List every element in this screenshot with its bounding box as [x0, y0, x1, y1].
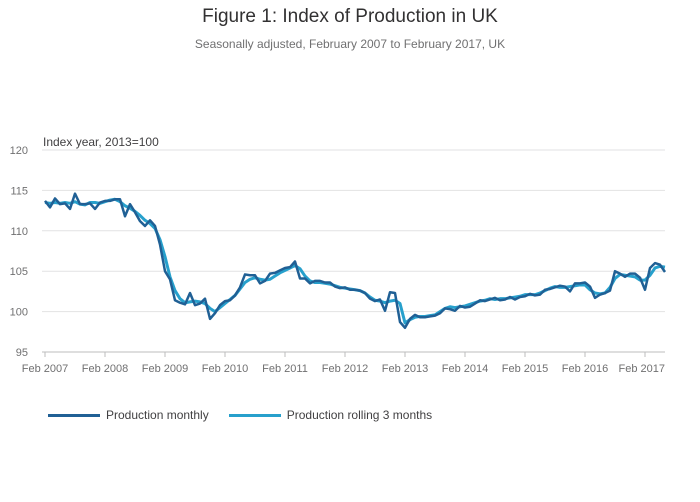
- x-tick-label: Feb 2013: [382, 363, 428, 375]
- y-tick-label: 105: [10, 266, 28, 278]
- legend-label-rolling: Production rolling 3 months: [286, 408, 433, 422]
- y-tick-label: 110: [10, 226, 28, 238]
- y-tick-label: 100: [10, 307, 28, 319]
- series-line-production-monthly[interactable]: [44, 192, 667, 330]
- legend: Production monthly Production rolling 3 …: [48, 408, 432, 422]
- chart-title: Figure 1: Index of Production in UK: [202, 6, 498, 27]
- gridlines: [42, 149, 665, 353]
- legend-item-production-rolling[interactable]: Production rolling 3 months: [228, 408, 433, 422]
- chart-subtitle: Seasonally adjusted, February 2007 to Fe…: [194, 37, 506, 51]
- y-axis-label: Index year, 2013=100: [43, 135, 159, 149]
- x-tick-label: Feb 2017: [619, 363, 665, 375]
- y-tick-label: 95: [16, 347, 28, 359]
- x-tick-label: Feb 2012: [322, 363, 368, 375]
- x-tick-label: Feb 2015: [502, 363, 548, 375]
- x-tick-labels: Feb 2007 Feb 2008 Feb 2009 Feb 2010 Feb 2011…: [22, 352, 665, 375]
- x-tick-label: Feb 2007: [22, 363, 68, 375]
- x-tick-label: Feb 2014: [442, 363, 488, 375]
- legend-swatch-monthly: [48, 413, 100, 417]
- x-tick-label: Feb 2016: [562, 363, 608, 375]
- legend-swatch-rolling: [228, 413, 281, 417]
- x-tick-label: Feb 2011: [262, 363, 308, 375]
- x-tick-label: Feb 2009: [142, 363, 188, 375]
- y-tick-labels: 95 100 105 110 115 120: [10, 145, 28, 359]
- y-tick-label: 115: [10, 185, 28, 197]
- x-tick-label: Feb 2010: [202, 363, 248, 375]
- legend-label-monthly: Production monthly: [106, 408, 209, 422]
- y-tick-label: 120: [10, 145, 28, 157]
- series-lines: [44, 192, 667, 330]
- x-tick-label: Feb 2008: [82, 363, 128, 375]
- legend-item-production-monthly[interactable]: Production monthly: [48, 408, 209, 422]
